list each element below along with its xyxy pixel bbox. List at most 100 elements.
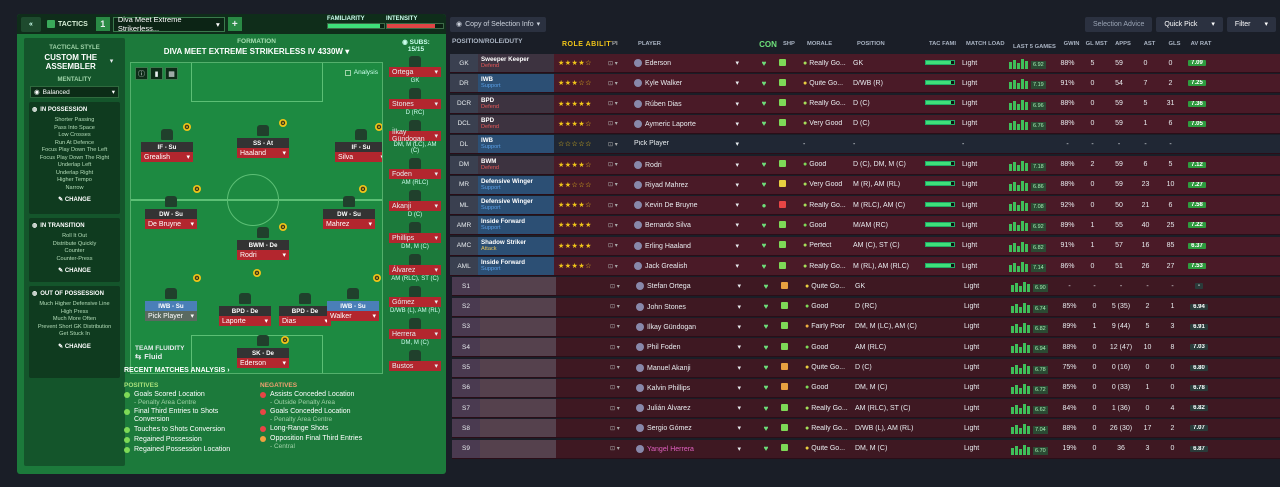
player-instructions-icon[interactable]: ⊡ ▾ xyxy=(610,425,620,432)
intensity-meter[interactable]: INTENSITY xyxy=(386,16,444,29)
column-header[interactable]: MATCH LOAD xyxy=(966,41,1005,47)
player-instructions-icon[interactable]: ⊡ ▾ xyxy=(610,385,620,392)
substitute[interactable]: İlkay Gündogan ▾ DM, M (LC), AM (C) xyxy=(389,120,441,154)
pitch-player[interactable]: IWB - Su Pick Player ▾ xyxy=(145,288,197,321)
role-duty[interactable] xyxy=(480,277,556,296)
column-header[interactable]: SHP xyxy=(783,41,795,47)
player-instructions-icon[interactable]: ⊡ ▾ xyxy=(608,222,618,229)
column-header[interactable]: APPS xyxy=(1115,41,1131,47)
table-row[interactable]: ML Defensive Winger Support ★★★★☆ ⊡ ▾ Kevin D… xyxy=(450,196,1280,216)
player-instructions-icon[interactable]: ⊡ ▾ xyxy=(610,365,620,371)
collapse-button[interactable]: « xyxy=(21,16,41,32)
substitute[interactable]: Akanji ▾ D (C) xyxy=(389,190,441,218)
table-row[interactable]: S7 ⊡ ▾ Julián Álvarez ▾ ♥ ● Really Go... AM (R… xyxy=(452,399,1280,419)
filter-button[interactable]: Filter ▾ xyxy=(1226,16,1276,32)
player-instructions-icon[interactable]: ⊡ ▾ xyxy=(608,121,618,128)
substitute[interactable]: Stones ▾ D (RC) xyxy=(389,88,441,116)
table-row[interactable]: DR IWB Support ★★★☆☆ ⊡ ▾ Kyle Walker ▾ ♥ ● Quite… xyxy=(450,74,1280,94)
player-select[interactable]: Phil Foden ▾ xyxy=(636,343,751,352)
out-of-possession-change-button[interactable]: ✎ CHANGE xyxy=(58,343,91,350)
column-header[interactable]: MORALE xyxy=(807,41,833,47)
player-instructions-icon[interactable]: ⊡ ▾ xyxy=(608,182,618,189)
player-select[interactable]: Ederson ▾ xyxy=(634,59,749,67)
player-instructions-icon[interactable]: ⊡ ▾ xyxy=(610,304,620,311)
analysis-toggle[interactable]: Analysis xyxy=(344,69,378,76)
in-transition-change-button[interactable]: ✎ CHANGE xyxy=(58,268,91,274)
table-row[interactable]: S8 ⊡ ▾ Sergio Gómez ▾ ♥ ● Really Go... D/WB (L… xyxy=(452,419,1280,439)
role-duty[interactable] xyxy=(480,317,556,336)
player-select[interactable]: Pick Player ▾ xyxy=(634,140,749,148)
pitch-player[interactable]: BPD - De Laporte ▾ xyxy=(219,293,271,326)
pitch-player[interactable]: DW - Su De Bruyne ▾ xyxy=(145,196,197,229)
substitute[interactable]: Gómez ▾ D/WB (L), AM (RL) xyxy=(389,286,441,314)
column-header[interactable]: GLS xyxy=(1168,41,1181,47)
player-select[interactable]: Sergio Gómez ▾ xyxy=(636,424,751,433)
column-header[interactable]: AV RAT xyxy=(1190,41,1212,47)
column-header[interactable]: PLAYER xyxy=(638,41,661,47)
player-select[interactable]: İlkay Gündogan ▾ xyxy=(636,322,751,331)
stats-icon[interactable]: ▮ xyxy=(150,67,163,80)
table-row[interactable]: AMR Inside Forward Support ★★★★★ ⊡ ▾ Bernardo… xyxy=(450,216,1280,236)
role-duty[interactable]: Defensive Winger Support xyxy=(478,175,554,194)
role-duty[interactable]: Shadow Striker Attack xyxy=(478,236,554,255)
player-select[interactable]: Manuel Akanji ▾ xyxy=(636,363,751,372)
player-select[interactable]: Riyad Mahrez ▾ xyxy=(634,180,749,189)
player-instructions-icon[interactable]: ⊡ ▾ xyxy=(610,283,620,290)
substitute[interactable]: Bustos ▾ xyxy=(389,350,441,371)
pitch-player[interactable]: BWM - De Rodri ▾ xyxy=(237,227,289,260)
copy-selection-button[interactable]: ◉ Copy of Selection Info ▾ xyxy=(450,16,547,32)
add-tactic-button[interactable]: + xyxy=(227,17,242,31)
table-row[interactable]: AMC Shadow Striker Attack ★★★★★ ⊡ ▾ Erling Ha… xyxy=(450,236,1280,256)
player-instructions-icon[interactable]: ⊡ ▾ xyxy=(608,162,618,168)
player-select[interactable]: Kyle Walker ▾ xyxy=(634,79,749,88)
table-row[interactable]: DCR BPD Defend ★★★★★ ⊡ ▾ Rúben Dias ▾ ♥ ● Really… xyxy=(450,94,1280,114)
player-instructions-icon[interactable]: ⊡ ▾ xyxy=(608,141,618,148)
role-duty[interactable] xyxy=(480,378,556,397)
role-duty[interactable] xyxy=(480,358,556,377)
column-header[interactable]: PI xyxy=(612,41,618,47)
table-row[interactable]: AML Inside Forward Support ★★★★☆ ⊡ ▾ Jack Gre… xyxy=(450,257,1280,276)
column-header[interactable]: GL MST xyxy=(1085,41,1108,47)
substitute[interactable]: Ortega ▾ GK xyxy=(389,56,441,84)
player-select[interactable]: Jack Grealish ▾ xyxy=(634,262,749,270)
substitute[interactable]: Herrera ▾ DM, M (C) xyxy=(389,318,441,346)
player-instructions-icon[interactable]: ⊡ ▾ xyxy=(610,446,620,453)
column-header[interactable]: ROLE ABILITY xyxy=(562,40,612,48)
mentality-select[interactable]: ◉ Balanced ▾ xyxy=(30,86,119,98)
table-row[interactable]: S9 ⊡ ▾ Yangel Herrera ▾ ♥ ● Quite Go... DM, M … xyxy=(452,439,1280,459)
player-select[interactable]: Kevin De Bruyne ▾ xyxy=(634,201,749,210)
player-instructions-icon[interactable]: ⊡ ▾ xyxy=(610,344,620,351)
role-duty[interactable] xyxy=(480,338,556,357)
column-header[interactable]: LAST 5 GAMES xyxy=(1013,44,1056,50)
analysis-link[interactable]: RECENT MATCHES ANALYSIS › xyxy=(124,367,230,374)
role-duty[interactable]: Sweeper Keeper Defend xyxy=(478,54,554,72)
table-row[interactable]: S2 ⊡ ▾ John Stones ▾ ♥ ● Good D (RC) Light 6.74 8… xyxy=(452,297,1280,317)
pitch-view-icon[interactable]: ▦ xyxy=(165,67,178,80)
pitch-player[interactable]: IF - Su Grealish ▾ xyxy=(141,129,193,162)
role-duty[interactable]: BWM Defend xyxy=(478,155,554,174)
player-select[interactable]: Aymeric Laporte ▾ xyxy=(634,119,749,128)
player-instructions-icon[interactable]: ⊡ ▾ xyxy=(608,101,618,108)
player-instructions-icon[interactable]: ⊡ ▾ xyxy=(608,243,618,250)
pitch-player[interactable]: SS - At Haaland ▾ xyxy=(237,125,289,158)
player-select[interactable]: Rúben Dias ▾ xyxy=(634,99,749,108)
table-row[interactable]: DCL BPD Defend ★★★★☆ ⊡ ▾ Aymeric Laporte ▾ ♥ ● V… xyxy=(450,114,1280,134)
role-duty[interactable]: BPD Defend xyxy=(478,114,554,133)
player-select[interactable]: Julián Álvarez ▾ xyxy=(636,404,751,413)
player-select[interactable]: Erling Haaland ▾ xyxy=(634,241,749,250)
table-row[interactable]: DM BWM Defend ★★★★☆ ⊡ ▾ Rodri ▾ ♥ ● Good D (C), D… xyxy=(450,155,1280,175)
player-select[interactable]: John Stones ▾ xyxy=(636,302,751,311)
role-duty[interactable]: Inside Forward Support xyxy=(478,257,554,275)
player-select[interactable]: Stefan Ortega ▾ xyxy=(636,282,751,291)
role-duty[interactable] xyxy=(480,439,556,458)
pitch-player[interactable]: DW - Su Mahrez ▾ xyxy=(323,196,375,229)
role-duty[interactable]: IWB Support xyxy=(478,74,554,93)
column-header[interactable]: TAC FAMI xyxy=(929,41,956,47)
formation-select[interactable]: DIVA MEET EXTREME STRIKERLESS IV 4330W ▾ xyxy=(163,47,350,56)
player-instructions-icon[interactable]: ⊡ ▾ xyxy=(608,202,618,209)
pitch-player[interactable]: IWB - Su Walker ▾ xyxy=(327,288,379,321)
player-instructions-icon[interactable]: ⊡ ▾ xyxy=(608,80,618,87)
table-row[interactable]: S4 ⊡ ▾ Phil Foden ▾ ♥ ● Good AM (RLC) Light 6.94… xyxy=(452,338,1280,358)
column-header[interactable]: GWIN xyxy=(1063,41,1080,47)
